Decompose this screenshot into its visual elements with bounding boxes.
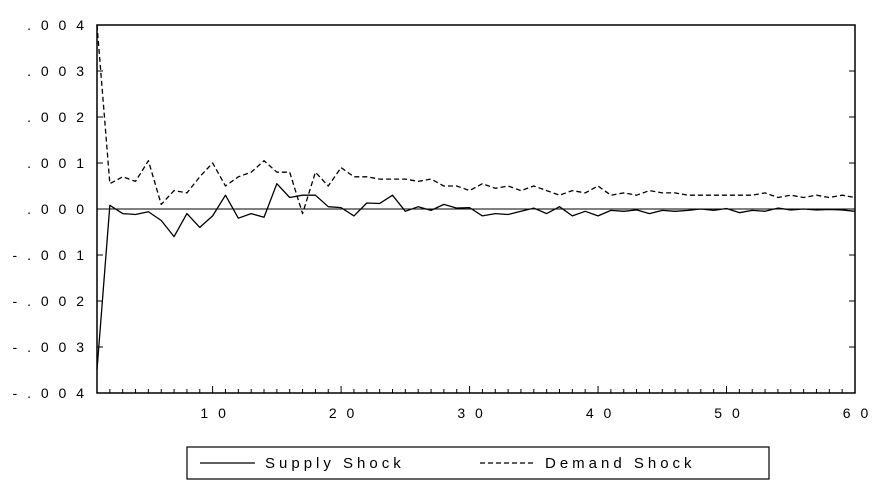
y-tick-label: . 0 0 4 bbox=[27, 17, 87, 33]
legend-label: Demand Shock bbox=[545, 455, 696, 472]
x-axis: 1 0 2 0 3 0 4 0 5 0 6 0 bbox=[96, 386, 871, 421]
y-tick-label: . 0 0 0 bbox=[27, 201, 87, 217]
y-tick-label: . 0 0 2 bbox=[27, 109, 87, 125]
plot-border bbox=[96, 24, 856, 394]
legend-box bbox=[186, 446, 770, 480]
x-tick-label: 3 0 bbox=[457, 405, 485, 421]
y-tick-label: . 0 0 3 bbox=[27, 63, 87, 79]
x-tick-label: 4 0 bbox=[586, 405, 614, 421]
legend: Supply Shock Demand Shock bbox=[186, 446, 770, 480]
y-axis: . 0 0 4 . 0 0 3 . 0 0 2 . 0 0 1 . 0 0 0 - . 0… bbox=[13, 17, 855, 401]
y-tick-label: - . 0 0 3 bbox=[13, 339, 87, 355]
x-tick-label: 5 0 bbox=[714, 405, 742, 421]
y-tick-label: - . 0 0 1 bbox=[13, 247, 87, 263]
y-tick-label: . 0 0 1 bbox=[27, 155, 87, 171]
y-tick-label: - . 0 0 4 bbox=[13, 385, 87, 401]
series-line-supply-shock bbox=[96, 183, 856, 371]
series-line-demand-shock bbox=[96, 24, 856, 215]
plot-frame bbox=[96, 24, 856, 394]
legend-label: Supply Shock bbox=[265, 455, 405, 472]
x-tick-label: 2 0 bbox=[329, 405, 357, 421]
x-tick-label: 6 0 bbox=[843, 405, 871, 421]
y-tick-label: - . 0 0 2 bbox=[13, 293, 87, 309]
x-tick-label: 1 0 bbox=[200, 405, 228, 421]
series-group bbox=[96, 24, 856, 371]
